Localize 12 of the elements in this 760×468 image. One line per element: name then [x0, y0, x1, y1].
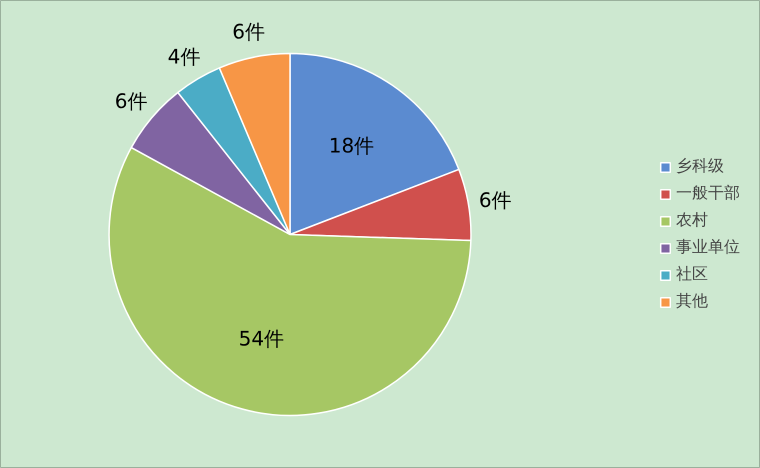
data-label: 6件	[232, 20, 265, 44]
data-label: 18件	[328, 133, 374, 158]
legend-label: 社区	[676, 264, 708, 285]
legend-label: 一般干部	[676, 183, 740, 204]
data-label: 6件	[114, 88, 148, 113]
data-label: 54件	[238, 326, 284, 351]
legend-label: 农村	[676, 210, 708, 231]
legend-label: 乡科级	[676, 156, 724, 177]
legend-label: 其他	[676, 291, 708, 312]
legend-label: 事业单位	[676, 237, 740, 258]
data-label: 4件	[168, 44, 200, 68]
data-label: 6件	[478, 188, 512, 212]
